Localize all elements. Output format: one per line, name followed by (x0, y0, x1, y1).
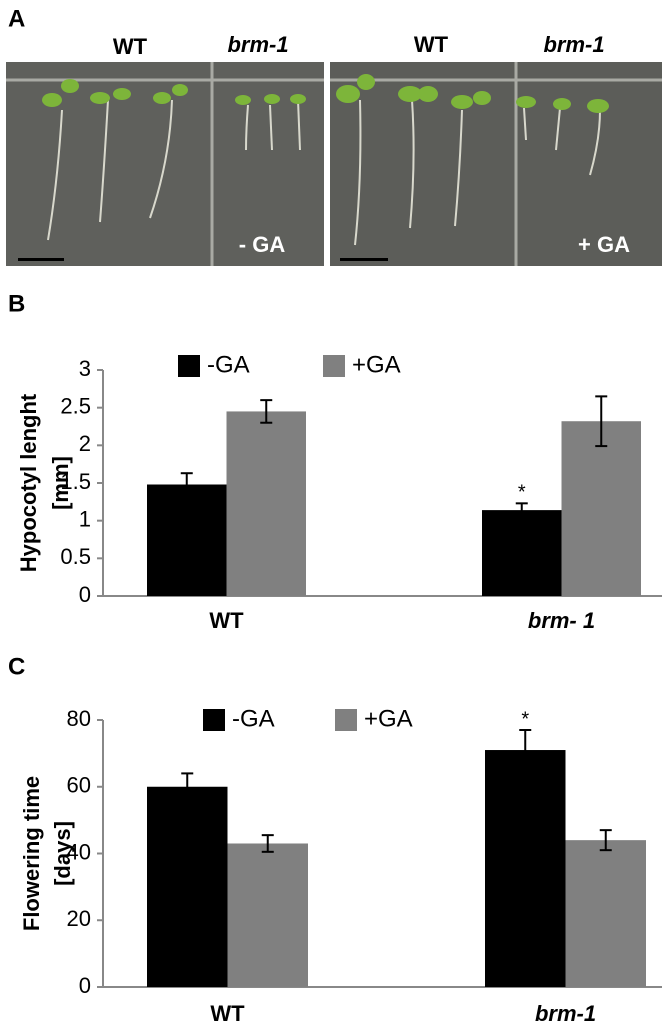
y-tick-label: 0.5 (60, 544, 91, 569)
panel-label: B (8, 290, 25, 317)
y-axis-label: [days] (50, 821, 75, 886)
y-axis-label: Flowering time (19, 776, 44, 931)
genotype-label: brm-1 (543, 32, 604, 57)
bar (147, 484, 227, 596)
legend-swatch (203, 709, 225, 731)
y-axis-label: [mm] (48, 456, 73, 510)
bar (485, 750, 566, 987)
scale-bar (340, 258, 388, 261)
treatment-label: + GA (578, 232, 630, 257)
bar (147, 786, 228, 987)
y-tick-label: 20 (67, 906, 91, 931)
y-tick-label: 3 (79, 356, 91, 381)
genotype-label: WT (113, 34, 148, 59)
x-tick-label: brm- 1 (528, 608, 595, 633)
y-tick-label: 0 (79, 973, 91, 998)
genotype-label: brm-1 (227, 32, 288, 57)
legend-swatch (323, 355, 345, 377)
significance-mark: * (521, 708, 529, 730)
genotype-label: WT (414, 32, 449, 57)
y-tick-label: 1.5 (60, 469, 91, 494)
bar (561, 421, 641, 596)
legend-swatch (335, 709, 357, 731)
legend-label: +GA (352, 351, 401, 378)
y-tick-label: 2 (79, 431, 91, 456)
legend-label: -GA (232, 705, 275, 732)
y-tick-label: 40 (67, 839, 91, 864)
y-tick-label: 80 (67, 706, 91, 731)
bar (482, 510, 562, 596)
x-tick-label: brm-1 (535, 1001, 596, 1026)
bar (565, 840, 646, 987)
x-tick-label: WT (209, 608, 244, 633)
y-axis-label: Hypocotyl lenght (16, 393, 41, 572)
panel-label: C (8, 653, 25, 680)
legend-label: -GA (207, 351, 250, 378)
treatment-label: - GA (239, 232, 286, 257)
significance-mark: * (518, 482, 526, 504)
photo-right (330, 62, 662, 266)
x-tick-label: WT (210, 1001, 245, 1026)
scale-bar (18, 258, 64, 261)
plate-lines (6, 62, 662, 266)
y-tick-label: 1 (79, 506, 91, 531)
y-tick-label: 60 (67, 773, 91, 798)
photo-panel (6, 62, 662, 266)
bar (227, 843, 308, 987)
legend-swatch (178, 355, 200, 377)
legend-label: +GA (364, 705, 413, 732)
y-tick-label: 2.5 (60, 393, 91, 418)
leaves (42, 74, 609, 113)
panel-label: A (8, 5, 25, 32)
bar (226, 411, 306, 596)
y-tick-label: 0 (79, 582, 91, 607)
seedlings (47, 99, 601, 246)
